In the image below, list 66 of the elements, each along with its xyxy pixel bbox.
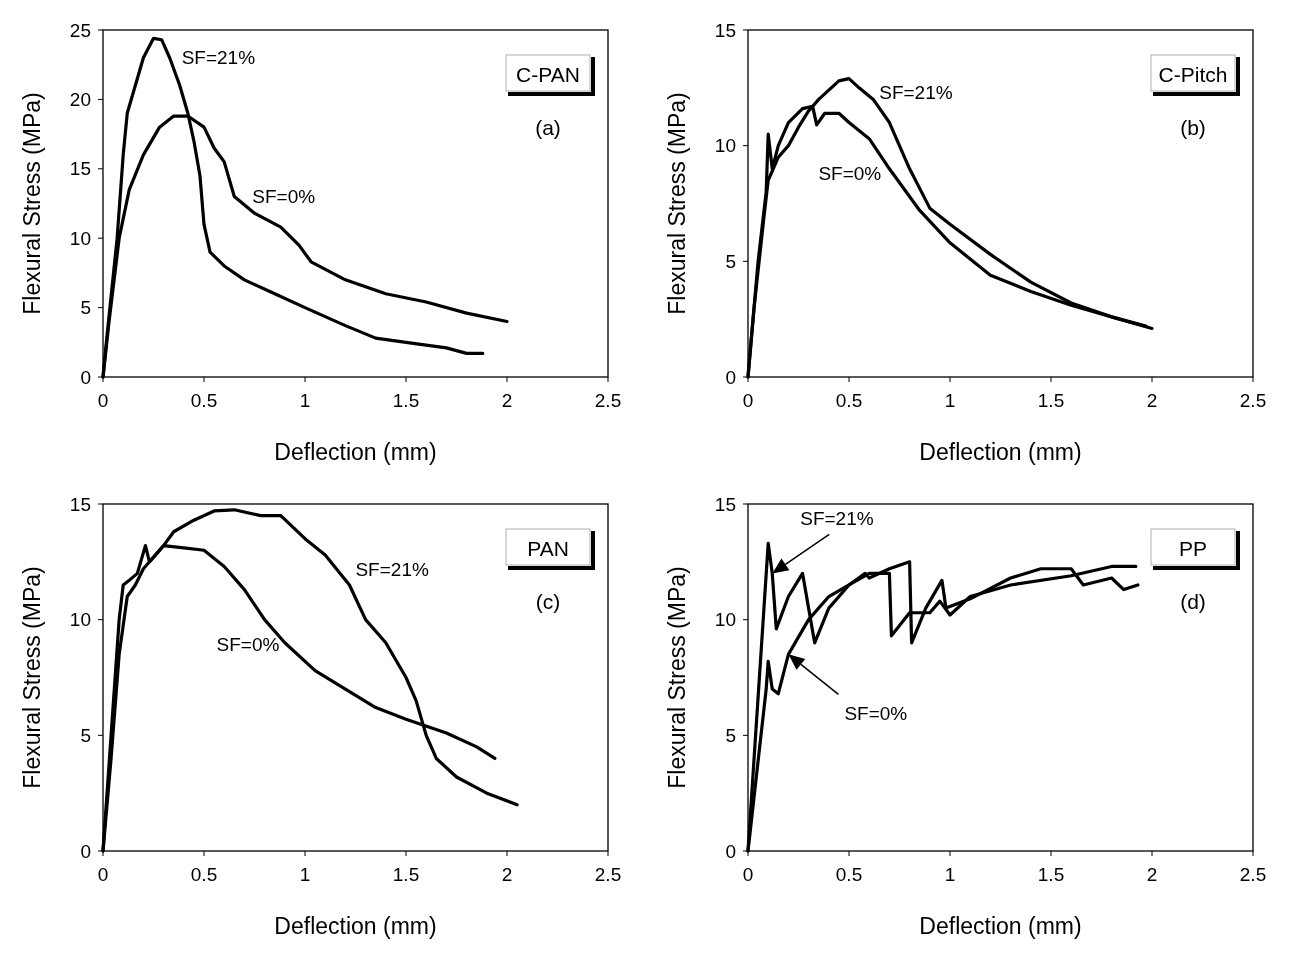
annotation: C-Pitch xyxy=(1158,63,1228,87)
x-tick-label: 0 xyxy=(742,864,754,885)
x-axis-title: Deflection (mm) xyxy=(919,913,1082,939)
y-tick-label: 0 xyxy=(80,840,91,862)
series-label: SF=0% xyxy=(818,163,882,185)
x-tick-label: 1.5 xyxy=(1037,390,1065,411)
y-tick-label: 25 xyxy=(69,19,91,41)
y-tick-label: 15 xyxy=(714,19,736,41)
annotation: SF=21% xyxy=(800,508,874,530)
y-tick-label: 5 xyxy=(80,724,91,746)
y-axis-title: Flexural Stress (MPa) xyxy=(19,92,45,315)
x-tick-label: 1 xyxy=(944,390,956,411)
annotation: SF=0% xyxy=(844,703,908,725)
annotation: PP xyxy=(1178,537,1208,561)
y-tick-label: 5 xyxy=(725,250,736,272)
series-label: SF=21% xyxy=(879,82,953,104)
y-tick-label: 5 xyxy=(80,297,91,319)
x-tick-label: 1.5 xyxy=(392,390,420,411)
x-tick-label: 2.5 xyxy=(1239,390,1267,411)
series-label: SF=21% xyxy=(181,47,256,69)
x-tick-label: 2 xyxy=(1146,390,1158,411)
x-tick-label: 0 xyxy=(97,390,109,411)
y-tick-label: 10 xyxy=(69,609,91,631)
annotation: C-PAN xyxy=(516,63,580,87)
x-tick-label: 1.5 xyxy=(392,864,420,885)
x-tick-label: 2 xyxy=(501,864,513,885)
x-tick-label: 1 xyxy=(299,390,311,411)
x-tick-label: 1 xyxy=(944,864,956,885)
annotation: (b) xyxy=(1180,116,1206,139)
y-tick-label: 0 xyxy=(725,366,736,388)
x-tick-label: 0.5 xyxy=(835,390,863,411)
x-tick-label: 2 xyxy=(501,390,513,411)
x-tick-label: 0.5 xyxy=(835,864,863,885)
series-label: SF=0% xyxy=(216,634,280,656)
y-axis-title: Flexural Stress (MPa) xyxy=(19,566,45,789)
x-tick-label: 0.5 xyxy=(190,864,218,885)
annotation: (a) xyxy=(535,116,561,139)
series-label: SF=21% xyxy=(355,558,429,580)
x-tick-label: 2.5 xyxy=(594,390,622,411)
y-axis-title: Flexural Stress (MPa) xyxy=(664,566,690,789)
x-axis-title: Deflection (mm) xyxy=(274,913,437,939)
x-tick-label: 1.5 xyxy=(1037,864,1065,885)
annotation: PAN xyxy=(527,537,569,561)
y-tick-label: 10 xyxy=(714,609,736,631)
series-label: SF=0% xyxy=(252,186,316,208)
y-tick-label: 0 xyxy=(80,366,91,388)
y-tick-label: 15 xyxy=(69,158,91,180)
x-tick-label: 2 xyxy=(1146,864,1158,885)
y-tick-label: 15 xyxy=(714,493,736,515)
x-tick-label: 1 xyxy=(299,864,311,885)
x-axis-title: Deflection (mm) xyxy=(274,439,437,465)
x-tick-label: 0 xyxy=(97,864,109,885)
x-tick-label: 0.5 xyxy=(190,390,218,411)
y-tick-label: 20 xyxy=(69,89,91,111)
y-tick-label: 10 xyxy=(69,227,91,249)
x-tick-label: 2.5 xyxy=(594,864,622,885)
annotation: (c) xyxy=(535,590,561,613)
y-tick-label: 0 xyxy=(725,840,736,862)
y-tick-label: 10 xyxy=(714,135,736,157)
x-tick-label: 0 xyxy=(742,390,754,411)
annotation: (d) xyxy=(1180,590,1206,613)
x-tick-label: 2.5 xyxy=(1239,864,1267,885)
y-tick-label: 5 xyxy=(725,724,736,746)
y-tick-label: 15 xyxy=(69,493,91,515)
y-axis-title: Flexural Stress (MPa) xyxy=(664,92,690,315)
x-axis-title: Deflection (mm) xyxy=(919,439,1082,465)
